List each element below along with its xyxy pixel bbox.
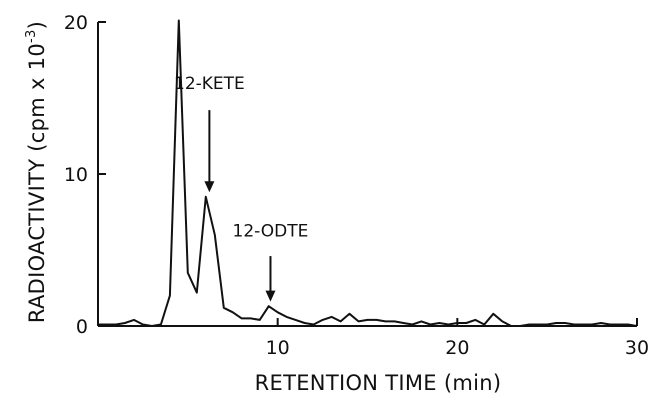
x-axis-label: RETENTION TIME (min) [255,371,502,395]
y-tick-label: 10 [64,164,88,186]
y-tick-label: 0 [76,316,88,338]
y-axis-label: RADIOACTIVITY (cpm x 10-3) [24,21,49,323]
radioactivity-trace [98,19,638,327]
x-tick-label: 20 [445,337,469,359]
annotations: 12-KETE 12-ODTE [174,74,308,302]
y-tick-label: 20 [64,12,88,34]
y-axis-label-main: RADIOACTIVITY (cpm x 10 [25,43,49,323]
annotation-label: 12-ODTE [233,221,309,241]
y-axis-label-exponent: -3 [24,29,39,43]
series [98,19,638,327]
axes [97,22,637,327]
x-tick-label: 10 [266,337,290,359]
annotation-arrow-head [204,181,215,193]
annotation-label: 12-KETE [174,74,245,94]
ticks: 0 10 20 10 20 30 [64,12,649,359]
x-tick-label: 30 [625,337,649,359]
annotation-arrow-head [265,290,276,302]
y-axis-label-close: ) [25,21,49,30]
